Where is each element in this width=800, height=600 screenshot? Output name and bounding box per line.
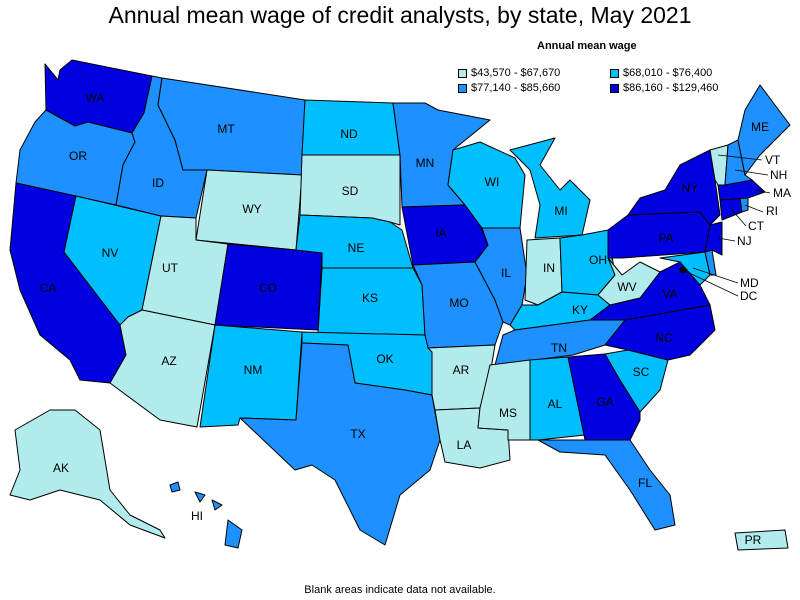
leader-ri <box>744 204 764 213</box>
state-label-mi: MI <box>554 204 567 218</box>
state-label-nh: NH <box>770 168 787 182</box>
state-label-ct: CT <box>748 219 765 233</box>
leader-md <box>692 267 739 284</box>
state-label-nc: NC <box>655 331 673 345</box>
state-label-ar: AR <box>453 363 470 377</box>
state-label-mo: MO <box>449 296 468 310</box>
state-label-wi: WI <box>485 175 500 189</box>
state-az[interactable] <box>109 309 216 428</box>
leader-dc <box>682 269 739 297</box>
state-wv[interactable] <box>597 257 661 306</box>
state-nj[interactable] <box>704 221 723 256</box>
state-label-nj: NJ <box>737 234 752 248</box>
footnote: Blank areas indicate data not available. <box>304 584 496 596</box>
legend-swatch-3 <box>458 83 467 93</box>
state-label-sc: SC <box>633 365 650 379</box>
state-label-ri: RI <box>766 204 778 218</box>
state-label-oh: OH <box>589 253 607 267</box>
state-label-ok: OK <box>376 352 393 366</box>
state-label-nd: ND <box>340 127 358 141</box>
state-label-tx: TX <box>350 427 365 441</box>
leader-vt <box>717 154 763 161</box>
state-label-in: IN <box>543 261 555 275</box>
state-label-dc: DC <box>740 289 758 303</box>
leader-ct <box>731 209 747 227</box>
state-label-pr: PR <box>745 533 762 547</box>
state-label-nv: NV <box>102 246 119 260</box>
state-label-vt: VT <box>765 153 781 167</box>
state-nh[interactable] <box>724 139 753 186</box>
state-label-md: MD <box>740 276 759 290</box>
state-tx[interactable] <box>239 342 441 546</box>
legend-label-2: $68,010 - $76,400 <box>623 67 713 79</box>
legend-item-4: $86,160 - $129,460 <box>610 82 718 94</box>
state-label-pa: PA <box>658 231 673 245</box>
state-pr[interactable] <box>734 529 789 551</box>
state-label-ms: MS <box>499 406 517 420</box>
state-fl[interactable] <box>537 439 676 531</box>
leader-nj <box>717 237 736 242</box>
state-label-ga: GA <box>596 395 613 409</box>
state-label-tn: TN <box>551 341 567 355</box>
legend-item-1: $43,570 - $67,670 <box>458 67 560 79</box>
legend-label-1: $43,570 - $67,670 <box>471 67 561 79</box>
state-label-ca: CA <box>40 281 57 295</box>
state-label-ne: NE <box>348 241 365 255</box>
legend-item-3: $77,140 - $85,660 <box>458 82 560 94</box>
legend-swatch-2 <box>610 68 619 78</box>
legend-item-2: $68,010 - $76,400 <box>610 67 712 79</box>
leader-ma <box>754 189 771 194</box>
leader-nh <box>734 169 769 176</box>
state-label-hi: HI <box>191 509 203 523</box>
state-label-wa: WA <box>86 91 105 105</box>
legend-label-3: $77,140 - $85,660 <box>471 82 561 94</box>
state-mi[interactable] <box>509 137 591 239</box>
state-label-ky: KY <box>572 303 588 317</box>
state-label-ny: NY <box>682 181 699 195</box>
state-label-ia: IA <box>435 226 446 240</box>
state-vt[interactable] <box>709 144 729 186</box>
state-label-va: VA <box>662 287 677 301</box>
map-title: Annual mean wage of credit analysts, by … <box>108 2 692 28</box>
state-label-sd: SD <box>342 184 359 198</box>
state-label-ak: AK <box>53 461 69 475</box>
state-label-or: OR <box>69 149 87 163</box>
state-hi[interactable] <box>169 481 243 549</box>
state-label-ks: KS <box>362 291 378 305</box>
state-label-mn: MN <box>416 156 435 170</box>
state-label-wv: WV <box>617 280 636 294</box>
state-labels: WA OR CA NV ID MT WY UT AZ CO NM ND SD NE KS OK TX MN IA MO… <box>40 91 791 547</box>
state-label-wy: WY <box>242 202 261 216</box>
state-label-al: AL <box>548 397 563 411</box>
state-ri[interactable] <box>739 197 749 213</box>
state-label-il: IL <box>501 266 511 280</box>
legend-swatch-1 <box>458 68 467 78</box>
state-label-mt: MT <box>217 122 235 136</box>
state-label-id: ID <box>152 176 164 190</box>
state-label-az: AZ <box>161 354 176 368</box>
state-label-nm: NM <box>244 363 263 377</box>
state-ak[interactable] <box>9 409 166 539</box>
legend-swatch-4 <box>610 83 619 93</box>
legend-label-4: $86,160 - $129,460 <box>623 82 719 94</box>
state-il[interactable] <box>474 227 528 326</box>
state-co[interactable] <box>214 243 323 331</box>
state-label-ut: UT <box>162 261 179 275</box>
state-label-ma: MA <box>773 186 791 200</box>
state-al[interactable] <box>529 356 586 441</box>
state-label-me: ME <box>751 120 769 134</box>
state-label-la: LA <box>457 438 472 452</box>
state-ct[interactable] <box>719 197 743 221</box>
state-label-fl: FL <box>638 476 652 490</box>
legend-title: Annual mean wage <box>537 40 637 52</box>
state-label-co: CO <box>259 281 277 295</box>
